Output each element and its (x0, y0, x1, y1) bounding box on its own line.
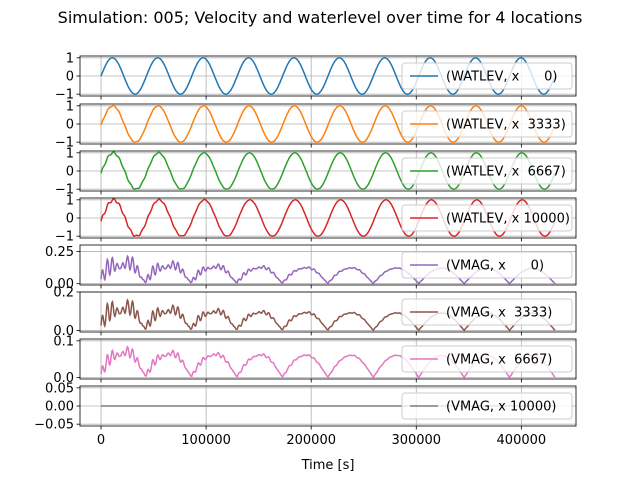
y-tick-label: 1 (66, 51, 74, 66)
y-tick-label: 0.1 (53, 334, 74, 349)
y-tick-label: 0.00 (45, 400, 74, 415)
legend: (WATLEV, x 10000) (401, 204, 573, 232)
subplot-2: 1 0 −1 (WATLEV, x 3333) (55, 99, 577, 151)
y-tick-label: 0 (66, 165, 74, 180)
subplot-frame (79, 338, 577, 380)
x-tick-label: 400000 (497, 433, 547, 448)
x-axis: 0 100000 200000 300000 400000 (97, 433, 546, 448)
subplot-stack: 1 0 −1 (WATLEV, x 0) 1 0 −1 (WATLEV, x 3333) 1 0 −… (34, 51, 577, 433)
y-tick-label: 0.0 (53, 324, 74, 339)
y-tick-label: 0.25 (45, 245, 74, 260)
subplot-3: 1 0 −1 (WATLEV, x 6667) (55, 146, 577, 198)
legend-box (401, 392, 573, 420)
legend-box (401, 251, 573, 279)
y-tick-label: −1 (55, 230, 74, 245)
x-tick-label: 100000 (181, 433, 231, 448)
legend-label: (WATLEV, x 10000) (446, 212, 570, 227)
y-tick-label: 1 (66, 193, 74, 208)
legend-label: (VMAG, x 10000) (446, 400, 556, 415)
series-line (100, 104, 556, 143)
legend-label: (VMAG, x 3333) (446, 306, 552, 321)
x-tick-label: 300000 (391, 433, 441, 448)
series-line (100, 197, 556, 237)
y-tick-label: 0 (66, 212, 74, 227)
legend-box (401, 345, 573, 373)
legend: (VMAG, x 0) (401, 251, 573, 279)
subplot-5: 0.25 0.00 (VMAG, x 0) (45, 244, 577, 292)
legend-box (401, 298, 573, 326)
y-tick-label: 0.00 (45, 277, 74, 292)
subplot-4: 1 0 −1 (WATLEV, x 10000) (55, 193, 577, 245)
series-line (100, 57, 556, 95)
subplot-1: 1 0 −1 (WATLEV, x 0) (55, 51, 577, 103)
subplot-frame (79, 291, 577, 333)
y-tick-label: −1 (55, 88, 74, 103)
legend-label: (WATLEV, x 0) (446, 70, 557, 85)
y-tick-label: 0.05 (45, 381, 74, 396)
y-tick-label: 1 (66, 146, 74, 161)
y-tick-label: 1 (66, 99, 74, 114)
legend-box (401, 110, 573, 138)
x-tick-label: 200000 (286, 433, 336, 448)
x-axis-label: Time [s] (301, 458, 355, 473)
y-tick-label: −0.05 (34, 418, 74, 433)
legend-box (401, 204, 573, 232)
y-tick-label: −1 (55, 183, 74, 198)
legend-label: (WATLEV, x 3333) (446, 118, 566, 133)
legend: (VMAG, x 10000) (401, 392, 573, 420)
x-tick-label: 0 (97, 433, 105, 448)
y-tick-label: −1 (55, 136, 74, 151)
series-line (100, 151, 556, 190)
y-tick-label: 0.0 (53, 371, 74, 386)
legend-box (401, 157, 573, 185)
legend: (VMAG, x 6667) (401, 345, 573, 373)
y-tick-label: 0.2 (53, 286, 74, 301)
legend: (WATLEV, x 6667) (401, 157, 573, 185)
y-tick-label: 0 (66, 118, 74, 133)
subplot-7: 0.1 0.0 (VMAG, x 6667) (53, 334, 577, 386)
legend-box (401, 62, 573, 90)
legend: (VMAG, x 3333) (401, 298, 573, 326)
chart-title: Simulation: 005; Velocity and waterlevel… (58, 8, 583, 27)
subplot-frame (79, 244, 577, 286)
legend-label: (VMAG, x 0) (446, 259, 544, 274)
y-tick-label: 0 (66, 70, 74, 85)
subplot-8: 0.05 0.00 −0.05 (VMAG, x 10000) (34, 381, 577, 433)
legend: (WATLEV, x 3333) (401, 110, 573, 138)
legend: (WATLEV, x 0) (401, 62, 573, 90)
subplot-6: 0.2 0.0 (VMAG, x 3333) (53, 286, 577, 339)
legend-label: (WATLEV, x 6667) (446, 165, 566, 180)
legend-label: (VMAG, x 6667) (446, 353, 552, 368)
